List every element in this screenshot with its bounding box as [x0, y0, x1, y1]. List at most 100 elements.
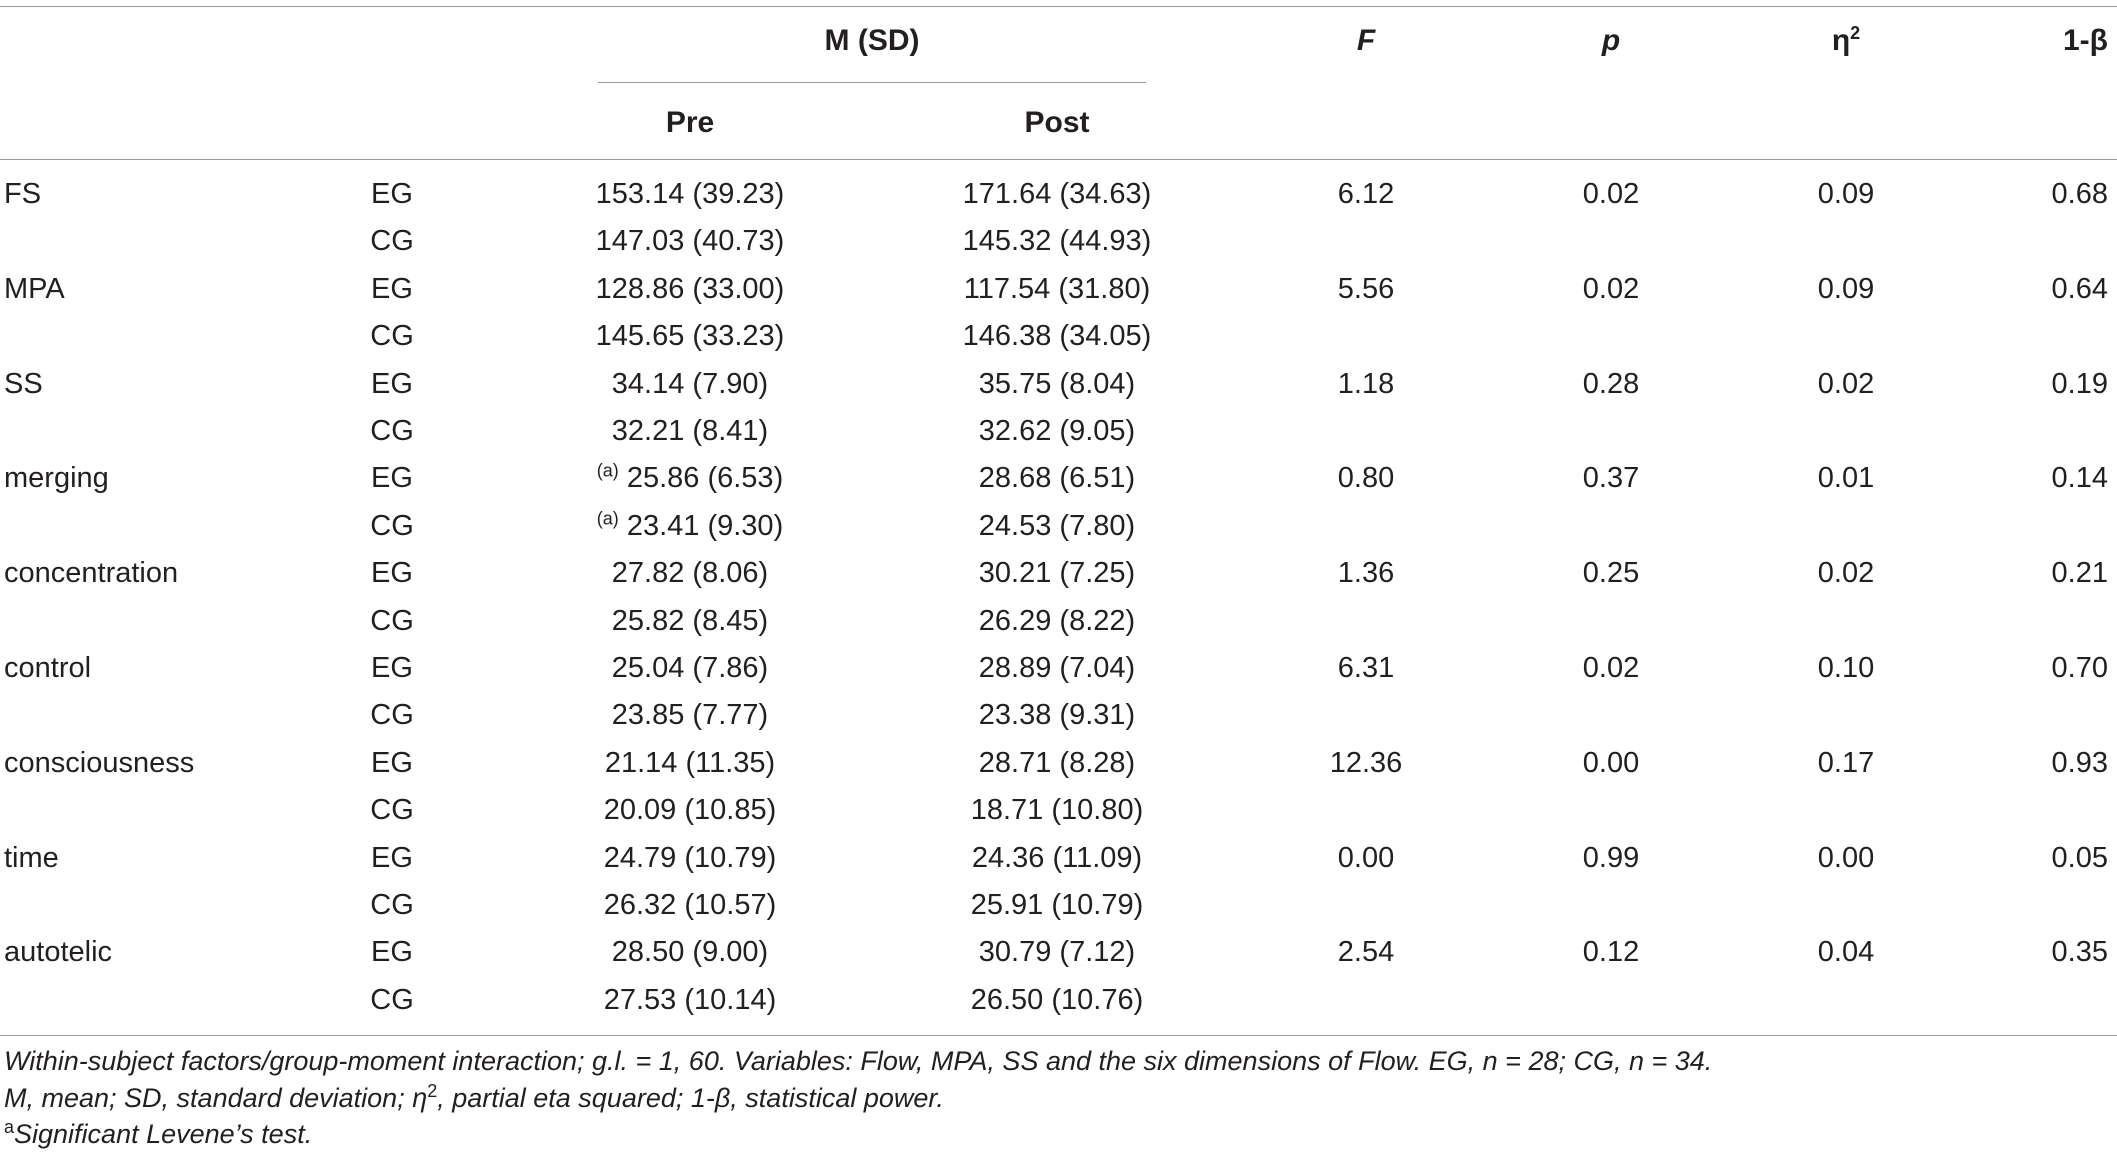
cell-p: 0.37: [1582, 462, 1640, 495]
cell-p: 0.02: [1582, 272, 1640, 305]
cell-power: 0.05: [2051, 841, 2108, 874]
cell-power: 0.93: [2051, 746, 2108, 779]
cell-group: EG: [371, 936, 413, 969]
cell-power: 0.19: [2051, 367, 2108, 400]
cell-pre: 145.65 (33.23): [595, 320, 785, 353]
cell-eta: 0.09: [1817, 178, 1875, 210]
cell-group: CG: [370, 889, 414, 921]
cell-f: 1.36: [1337, 557, 1395, 590]
header-eta-base: η: [1831, 24, 1851, 57]
cell-p: 0.02: [1582, 652, 1640, 684]
cell-group: CG: [370, 794, 414, 827]
cell-f: 6.31: [1337, 652, 1395, 684]
cell-group: CG: [370, 604, 414, 637]
cell-variable: MPA: [4, 272, 65, 305]
cell-f: 2.54: [1337, 936, 1395, 969]
cell-f: 0.80: [1337, 462, 1395, 495]
footnote-line-2-sup: 2: [427, 1081, 438, 1101]
cell-group: EG: [371, 746, 413, 779]
cell-group: EG: [371, 557, 413, 590]
cell-post: 171.64 (34.63): [962, 178, 1152, 210]
levene-mark: (a): [596, 508, 619, 529]
cell-power: 0.14: [2051, 462, 2108, 495]
footnote-mark-a: a: [4, 1117, 15, 1137]
cell-pre: 25.04 (7.86): [611, 652, 769, 684]
cell-group: CG: [370, 320, 414, 353]
cell-power: 0.70: [2051, 652, 2108, 684]
cell-group: CG: [370, 699, 414, 732]
header-msd: M (SD): [824, 24, 920, 57]
cell-post: 28.89 (7.04): [978, 652, 1136, 684]
cell-f: 6.12: [1337, 178, 1395, 210]
table-bottom-rule: [0, 1035, 2117, 1036]
cell-post: 146.38 (34.05): [962, 320, 1152, 353]
cell-post: 28.71 (8.28): [978, 746, 1136, 779]
cell-f: 5.56: [1337, 272, 1395, 305]
cell-p: 0.99: [1582, 841, 1640, 874]
cell-post: 26.29 (8.22): [978, 604, 1136, 637]
cell-eta: 0.00: [1817, 841, 1875, 874]
cell-post: 24.36 (11.09): [971, 841, 1143, 874]
levene-mark: (a): [596, 460, 619, 481]
cell-pre: 27.82 (8.06): [611, 557, 769, 590]
cell-variable: merging: [4, 462, 109, 495]
cell-group: EG: [371, 841, 413, 874]
cell-group: EG: [371, 272, 413, 305]
header-eta-sup: 2: [1850, 23, 1861, 43]
cell-eta: 0.10: [1817, 652, 1875, 684]
cell-post: 32.62 (9.05): [978, 415, 1136, 447]
cell-pre: 20.09 (10.85): [603, 794, 777, 827]
footnote-line-2: M, mean; SD, standard deviation; η2, par…: [4, 1082, 944, 1114]
cell-p: 0.02: [1582, 178, 1640, 210]
cell-pre: 34.14 (7.90): [611, 367, 769, 400]
cell-post: 25.91 (10.79): [970, 889, 1144, 921]
cell-post: 35.75 (8.04): [978, 367, 1136, 400]
cell-post: 30.79 (7.12): [978, 936, 1136, 969]
footnote-line-2-b: , partial eta squared; 1-β, statistical …: [437, 1083, 944, 1113]
cell-p: 0.28: [1582, 367, 1640, 400]
cell-p: 0.12: [1582, 936, 1640, 969]
cell-post: 30.21 (7.25): [978, 557, 1136, 590]
cell-variable: SS: [4, 367, 43, 400]
cell-power: 0.35: [2051, 936, 2108, 969]
cell-variable: concentration: [4, 557, 179, 590]
cell-eta: 0.09: [1817, 272, 1875, 305]
cell-group: CG: [370, 983, 414, 1016]
cell-pre: 24.79 (10.79): [603, 841, 777, 874]
cell-pre: 28.50 (9.00): [611, 936, 769, 969]
cell-pre: 25.82 (8.45): [611, 604, 769, 637]
cell-pre: 147.03 (40.73): [595, 225, 785, 258]
cell-pre: 26.32 (10.57): [603, 889, 777, 921]
cell-variable: time: [4, 841, 59, 874]
cell-pre: (a) 23.41 (9.30): [597, 509, 783, 543]
cell-post: 23.38 (9.31): [978, 699, 1136, 732]
table-top-rule: [0, 6, 2117, 7]
header-eta-squared: η2: [1832, 24, 1860, 58]
cell-eta: 0.02: [1817, 367, 1875, 400]
cell-pre: 32.21 (8.41): [611, 415, 769, 447]
cell-pre: 21.14 (11.35): [604, 746, 776, 779]
cell-pre-value: 23.41 (9.30): [626, 509, 784, 542]
cell-variable: consciousness: [4, 746, 195, 779]
cell-pre: 23.85 (7.77): [611, 699, 769, 732]
cell-eta: 0.17: [1817, 746, 1875, 779]
cell-p: 0.25: [1582, 557, 1640, 590]
cell-pre: (a) 25.86 (6.53): [597, 461, 783, 495]
cell-post: 145.32 (44.93): [962, 225, 1152, 258]
cell-eta: 0.04: [1817, 936, 1875, 969]
cell-pre-value: 25.86 (6.53): [626, 462, 784, 495]
cell-group: EG: [371, 178, 413, 210]
cell-group: CG: [370, 225, 414, 258]
cell-f: 1.18: [1337, 367, 1395, 400]
header-power: 1-β: [2063, 24, 2108, 57]
footnote-line-2-a: M, mean; SD, standard deviation; η: [4, 1083, 428, 1113]
cell-post: 117.54 (31.80): [963, 272, 1151, 305]
cell-group: EG: [371, 652, 413, 684]
cell-variable: autotelic: [4, 936, 113, 969]
cell-pre: 128.86 (33.00): [595, 272, 785, 305]
cell-post: 26.50 (10.76): [970, 983, 1144, 1016]
cell-group: CG: [370, 415, 414, 447]
cell-pre: 27.53 (10.14): [603, 983, 777, 1016]
footnote-line-3-text: Significant Levene’s test.: [14, 1119, 313, 1149]
cell-pre: 153.14 (39.23): [595, 178, 785, 210]
